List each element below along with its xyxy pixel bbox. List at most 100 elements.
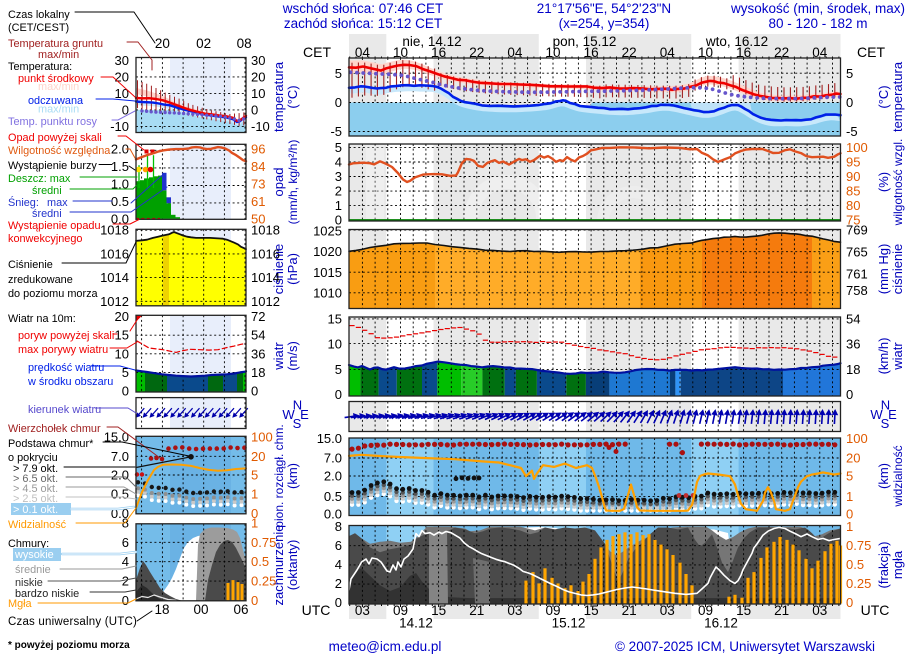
svg-text:09: 09 xyxy=(393,603,408,618)
svg-text:Czas lokalny: Czas lokalny xyxy=(8,9,70,21)
svg-text:odczuwana: odczuwana xyxy=(28,95,84,107)
svg-text:Wiatr na 10m:: Wiatr na 10m: xyxy=(8,313,76,325)
svg-text:15: 15 xyxy=(431,603,446,618)
svg-text:6: 6 xyxy=(335,538,342,553)
svg-text:Wilgotność względna: Wilgotność względna xyxy=(8,145,111,157)
svg-text:1: 1 xyxy=(335,198,342,213)
svg-text:02: 02 xyxy=(196,36,211,51)
svg-text:średni: średni xyxy=(32,208,62,220)
svg-text:0: 0 xyxy=(335,595,342,610)
svg-text:> 4.5 okt.: > 4.5 okt. xyxy=(13,483,58,495)
svg-text:-5: -5 xyxy=(846,124,858,139)
svg-text:zredukowane: zredukowane xyxy=(8,274,73,286)
svg-text:> 7.9 okt.: > 7.9 okt. xyxy=(13,463,58,475)
svg-text:0.25: 0.25 xyxy=(251,574,276,589)
svg-text:75: 75 xyxy=(846,213,860,228)
svg-text:Wierzchołek chmur: Wierzchołek chmur xyxy=(8,423,101,435)
svg-text:22: 22 xyxy=(469,45,484,60)
svg-text:konwekcyjnego: konwekcyjnego xyxy=(8,233,82,245)
svg-text:N: N xyxy=(293,398,302,413)
svg-text:54: 54 xyxy=(846,311,860,326)
svg-text:wysokie: wysokie xyxy=(14,549,54,561)
svg-text:(°C): (°C) xyxy=(876,85,891,108)
svg-text:15: 15 xyxy=(115,328,129,343)
svg-text:1: 1 xyxy=(846,489,853,504)
svg-text:0: 0 xyxy=(122,384,129,399)
svg-text:16.12: 16.12 xyxy=(704,616,738,631)
svg-text:7.0: 7.0 xyxy=(111,449,129,464)
svg-text:7.0: 7.0 xyxy=(324,451,342,466)
svg-text:0.5: 0.5 xyxy=(846,557,864,572)
svg-text:0: 0 xyxy=(251,506,258,521)
svg-text:03: 03 xyxy=(812,603,827,618)
svg-text:100: 100 xyxy=(846,140,868,155)
svg-text:W: W xyxy=(282,407,295,422)
svg-text:1: 1 xyxy=(251,486,258,501)
svg-text:50: 50 xyxy=(251,212,265,227)
svg-text:© 2007-2025 ICM, Uniwersytet W: © 2007-2025 ICM, Uniwersytet Warszawski xyxy=(615,639,875,654)
svg-text:20: 20 xyxy=(115,69,129,84)
svg-text:1016: 1016 xyxy=(251,246,280,261)
svg-text:Temperatura:: Temperatura: xyxy=(8,61,72,73)
svg-text:-10: -10 xyxy=(251,119,270,134)
svg-text:2: 2 xyxy=(122,574,129,589)
svg-text:100: 100 xyxy=(251,430,273,445)
svg-text:0.75: 0.75 xyxy=(251,535,276,550)
svg-text:Widzialność: Widzialność xyxy=(8,519,67,531)
svg-text:04: 04 xyxy=(660,45,676,60)
svg-text:15.12: 15.12 xyxy=(552,616,586,631)
svg-text:-5: -5 xyxy=(330,124,342,139)
svg-text:36: 36 xyxy=(251,346,265,361)
svg-text:pion. rozciągł. chm.: pion. rozciągł. chm. xyxy=(272,424,286,527)
svg-text:36: 36 xyxy=(846,337,860,352)
svg-text:1012: 1012 xyxy=(251,294,280,309)
svg-text:21°17'56"E, 54°2'23"N: 21°17'56"E, 54°2'23"N xyxy=(537,1,671,16)
svg-text:0: 0 xyxy=(846,95,853,110)
svg-text:1014: 1014 xyxy=(100,270,129,285)
svg-text:0.5: 0.5 xyxy=(251,554,269,569)
svg-text:1.5: 1.5 xyxy=(111,159,129,174)
svg-text:0: 0 xyxy=(251,384,258,399)
svg-text:20: 20 xyxy=(251,69,265,84)
svg-text:> 0.1 okt.: > 0.1 okt. xyxy=(13,504,58,516)
svg-text:max porywy wiatru: max porywy wiatru xyxy=(18,344,108,356)
svg-text:0.5: 0.5 xyxy=(324,489,342,504)
svg-text:0.0: 0.0 xyxy=(111,212,129,227)
svg-text:95: 95 xyxy=(846,155,860,170)
svg-text:E: E xyxy=(300,407,309,422)
svg-text:5: 5 xyxy=(846,469,853,484)
svg-text:5: 5 xyxy=(846,66,853,81)
svg-text:100: 100 xyxy=(846,431,868,446)
svg-text:09: 09 xyxy=(698,603,713,618)
svg-text:20: 20 xyxy=(251,449,265,464)
svg-text:wilgotność wzgl.: wilgotność wzgl. xyxy=(891,139,905,227)
svg-text:96: 96 xyxy=(251,142,265,157)
svg-text:Czas uniwersalny (UTC): Czas uniwersalny (UTC) xyxy=(8,616,137,628)
svg-text:CET: CET xyxy=(857,44,885,60)
svg-text:20: 20 xyxy=(155,36,170,51)
svg-text:max/min: max/min xyxy=(38,49,79,61)
svg-text:80: 80 xyxy=(846,198,860,213)
svg-text:16: 16 xyxy=(431,45,446,60)
svg-text:0.0: 0.0 xyxy=(324,507,342,522)
svg-text:22: 22 xyxy=(774,45,789,60)
svg-text:max/min: max/min xyxy=(38,104,79,116)
svg-text:(km/h): (km/h) xyxy=(876,338,891,375)
svg-text:mgła: mgła xyxy=(890,550,905,579)
svg-text:opad: opad xyxy=(271,168,286,197)
svg-text:769: 769 xyxy=(846,223,868,238)
svg-text:UTC: UTC xyxy=(861,602,890,618)
svg-text:2: 2 xyxy=(335,576,342,591)
svg-text:do poziomu morza: do poziomu morza xyxy=(8,288,99,300)
svg-text:UTC: UTC xyxy=(302,602,331,618)
svg-text:(x=254, y=354): (x=254, y=354) xyxy=(559,16,650,31)
svg-text:84: 84 xyxy=(251,159,265,174)
svg-text:punkt środkowy: punkt środkowy xyxy=(18,73,94,85)
svg-text:kierunek wiatru: kierunek wiatru xyxy=(28,404,101,416)
svg-text:758: 758 xyxy=(846,283,868,298)
svg-text:4: 4 xyxy=(335,155,342,170)
svg-text:Temperatura gruntu: Temperatura gruntu xyxy=(8,38,103,50)
svg-text:(km): (km) xyxy=(876,463,891,489)
svg-text:Śnieg:: Śnieg: xyxy=(8,196,39,209)
svg-text:średnie: średnie xyxy=(15,564,51,576)
